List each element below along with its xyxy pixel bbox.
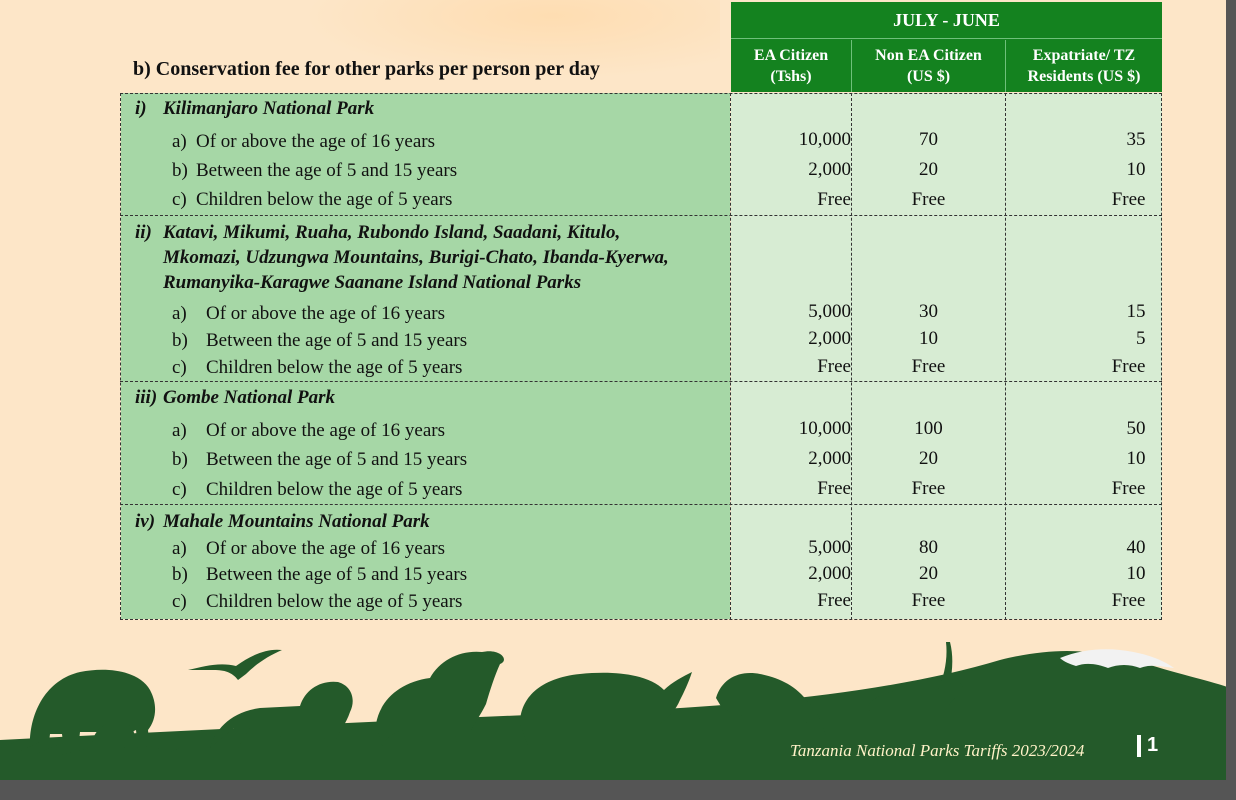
value-non-ea: 70: [919, 129, 938, 150]
table-rule: [1005, 93, 1006, 620]
column-header-ea-citizen: EA Citizen (Tshs): [753, 47, 829, 85]
row-label: c) Children below the age of 5 years: [172, 479, 463, 500]
row-label: a) Of or above the age of 16 years: [172, 538, 445, 559]
table-rule: [851, 93, 852, 620]
row-label: a) Of or above the age of 16 years: [172, 303, 445, 324]
column-header-expatriate: Expatriate/ TZ Residents (US $): [1027, 47, 1141, 85]
row-label: c) Children below the age of 5 years: [172, 591, 463, 612]
group-title-other-parks: ii) Katavi, Mikumi, Ruaha, Rubondo Island…: [135, 222, 669, 293]
wildlife-silhouette-banner: [0, 642, 1236, 780]
table-rule: [120, 504, 1162, 505]
value-non-ea: 20: [919, 448, 938, 469]
value-ea: Free: [817, 590, 851, 611]
value-expat: 5: [1136, 328, 1146, 349]
value-ea: 5,000: [808, 301, 851, 322]
value-non-ea: 10: [919, 328, 938, 349]
header-divider: [851, 40, 852, 92]
value-non-ea: Free: [911, 356, 946, 377]
value-ea: Free: [817, 189, 851, 210]
antelope-icon: [868, 642, 964, 732]
value-expat: 50: [1126, 418, 1146, 439]
viewer-right-edge: [1226, 0, 1236, 780]
viewer-bottom-edge: [0, 780, 1236, 800]
bird-icon: [188, 649, 282, 680]
group-title-mahale: iv) Mahale Mountains National Park: [135, 511, 430, 532]
rhino-icon: [520, 672, 692, 746]
value-ea: 5,000: [808, 537, 851, 558]
table-rule: [120, 93, 1162, 94]
value-ea: 2,000: [808, 328, 851, 349]
value-ea: 2,000: [808, 159, 851, 180]
table-rule: [120, 381, 1162, 382]
value-non-ea: 30: [919, 301, 938, 322]
value-expat: 10: [1126, 448, 1146, 469]
document-page: JULY - JUNE EA Citizen (Tshs) Non EA Citi…: [0, 0, 1236, 780]
row-label: a) Of or above the age of 16 years: [172, 420, 445, 441]
lion-icon: [210, 681, 353, 748]
column-header-non-ea-citizen: Non EA Citizen (US $): [875, 47, 982, 85]
page-number: 1: [1137, 734, 1158, 757]
table-rule: [120, 215, 1162, 216]
value-non-ea: 100: [914, 418, 943, 439]
row-label: c) Children below the age of 5 years: [172, 189, 453, 210]
value-expat: Free: [1111, 189, 1146, 210]
section-title: b) Conservation fee for other parks per …: [133, 58, 600, 80]
value-ea: 10,000: [798, 129, 851, 150]
value-ea: Free: [817, 478, 851, 499]
row-label: b) Between the age of 5 and 15 years: [172, 564, 468, 585]
value-non-ea: 20: [919, 563, 938, 584]
value-expat: 35: [1126, 129, 1146, 150]
kilimanjaro-snowcap-icon: [1060, 649, 1174, 668]
row-label: b) Between the age of 5 and 15 years: [172, 160, 458, 181]
group-title-kilimanjaro: i) Kilimanjaro National Park: [135, 98, 375, 119]
label-column-bg: [121, 93, 730, 619]
page-number-bar: [1137, 734, 1141, 757]
value-expat: Free: [1111, 478, 1146, 499]
footer-title: Tanzania National Parks Tariffs 2023/202…: [790, 741, 1085, 760]
value-non-ea: 20: [919, 159, 938, 180]
value-expat: 10: [1126, 563, 1146, 584]
value-ea: 10,000: [798, 418, 851, 439]
buffalo-icon: [376, 651, 504, 748]
value-non-ea: Free: [911, 478, 946, 499]
table-rule: [120, 93, 121, 620]
value-expat: 10: [1126, 159, 1146, 180]
header-divider: [1005, 40, 1006, 92]
table-rule: [120, 619, 1162, 620]
values-column-bg: [731, 93, 1162, 619]
row-label: b) Between the age of 5 and 15 years: [172, 330, 468, 351]
value-non-ea: Free: [911, 189, 946, 210]
value-expat: 15: [1126, 301, 1146, 322]
value-non-ea: Free: [911, 590, 946, 611]
value-expat: Free: [1111, 590, 1146, 611]
row-label: c) Children below the age of 5 years: [172, 357, 463, 378]
value-ea: 2,000: [808, 563, 851, 584]
value-non-ea: 80: [919, 537, 938, 558]
value-expat: 40: [1126, 537, 1146, 558]
watermark-logo: [300, 0, 720, 80]
row-label: b) Between the age of 5 and 15 years: [172, 449, 468, 470]
table-rule: [730, 93, 731, 620]
table-rule: [1161, 93, 1162, 620]
value-expat: Free: [1111, 356, 1146, 377]
row-label: a) Of or above the age of 16 years: [172, 131, 435, 152]
period-header: JULY - JUNE: [731, 2, 1162, 39]
group-title-gombe: iii) Gombe National Park: [135, 387, 336, 408]
value-ea: 2,000: [808, 448, 851, 469]
table-header-band: [731, 2, 1162, 92]
elephant-calf-icon: [92, 722, 135, 750]
value-ea: Free: [817, 356, 851, 377]
baboon-icon: [716, 673, 826, 738]
